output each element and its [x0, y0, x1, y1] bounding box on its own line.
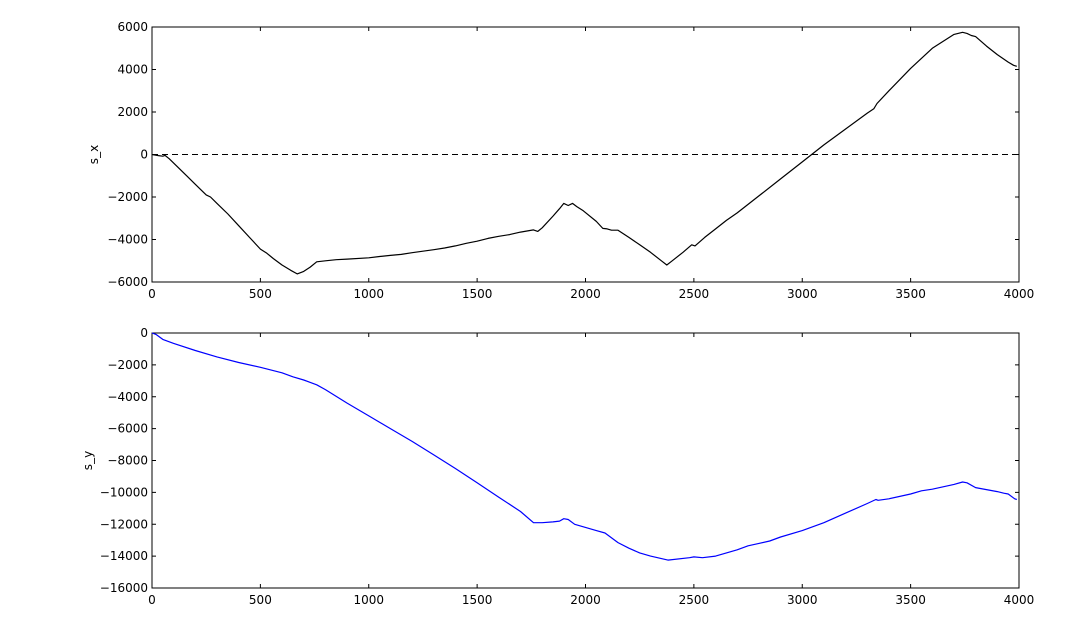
- sx-x-tick-label: 1500: [462, 287, 493, 301]
- sx-series-line: [151, 31, 1017, 275]
- sy-y-tick-label: −2000: [107, 358, 148, 372]
- sy-y-tick-label: −12000: [100, 517, 148, 531]
- sx-x-tick-label: 2500: [679, 287, 710, 301]
- sy-x-tick-label: 1000: [353, 593, 384, 607]
- sx-y-tick-label: 2000: [117, 105, 148, 119]
- sy-x-tick-label: 1500: [462, 593, 493, 607]
- sx-y-tick-label: −4000: [107, 233, 148, 247]
- sx-axis-label: s_x: [87, 145, 101, 164]
- sx-x-tick-label: 4000: [1004, 287, 1035, 301]
- sy-x-tick-label: 500: [249, 593, 272, 607]
- sx-x-tick-label: 2000: [570, 287, 601, 301]
- sy-y-tick-label: −6000: [107, 422, 148, 436]
- sx-y-tick-label: −2000: [107, 190, 148, 204]
- sy-panel: 0 500 1000 1500 2000 2500 3000 3500 4000 −16000 −1…: [81, 326, 1034, 607]
- sy-y-tick-label: −14000: [100, 549, 148, 563]
- sy-x-tick-label: 3000: [787, 593, 818, 607]
- sy-x-tick-label: 2000: [570, 593, 601, 607]
- sx-panel: 0 500 1000 1500 2000 2500 3000 3500 4000 −6000 −40…: [87, 20, 1034, 301]
- sy-x-tick-label: 0: [148, 593, 156, 607]
- sy-axis-label: s_y: [81, 451, 95, 470]
- sy-axes-frame: [151, 332, 1020, 589]
- sy-y-tick-label: −4000: [107, 390, 148, 404]
- sy-y-tick-label: −10000: [100, 485, 148, 499]
- sx-y-tick-label: 4000: [117, 63, 148, 77]
- sy-y-tick-label: −16000: [100, 581, 148, 595]
- sy-series-line: [151, 332, 1017, 561]
- sy-x-tick-label: 2500: [679, 593, 710, 607]
- sx-x-tick-label: 3000: [787, 287, 818, 301]
- sy-y-tick-label: −8000: [107, 454, 148, 468]
- sx-y-tick-label: 6000: [117, 20, 148, 34]
- sx-y-tick-label: 0: [140, 148, 148, 162]
- sx-x-tick-label: 1000: [353, 287, 384, 301]
- sx-x-tick-label: 3500: [895, 287, 926, 301]
- sx-x-tick-label: 0: [148, 287, 156, 301]
- sx-x-tick-label: 500: [249, 287, 272, 301]
- sy-y-tick-label: 0: [140, 326, 148, 340]
- sy-x-tick-label: 3500: [895, 593, 926, 607]
- sx-y-tick-label: −6000: [107, 275, 148, 289]
- sy-x-tick-label: 4000: [1004, 593, 1035, 607]
